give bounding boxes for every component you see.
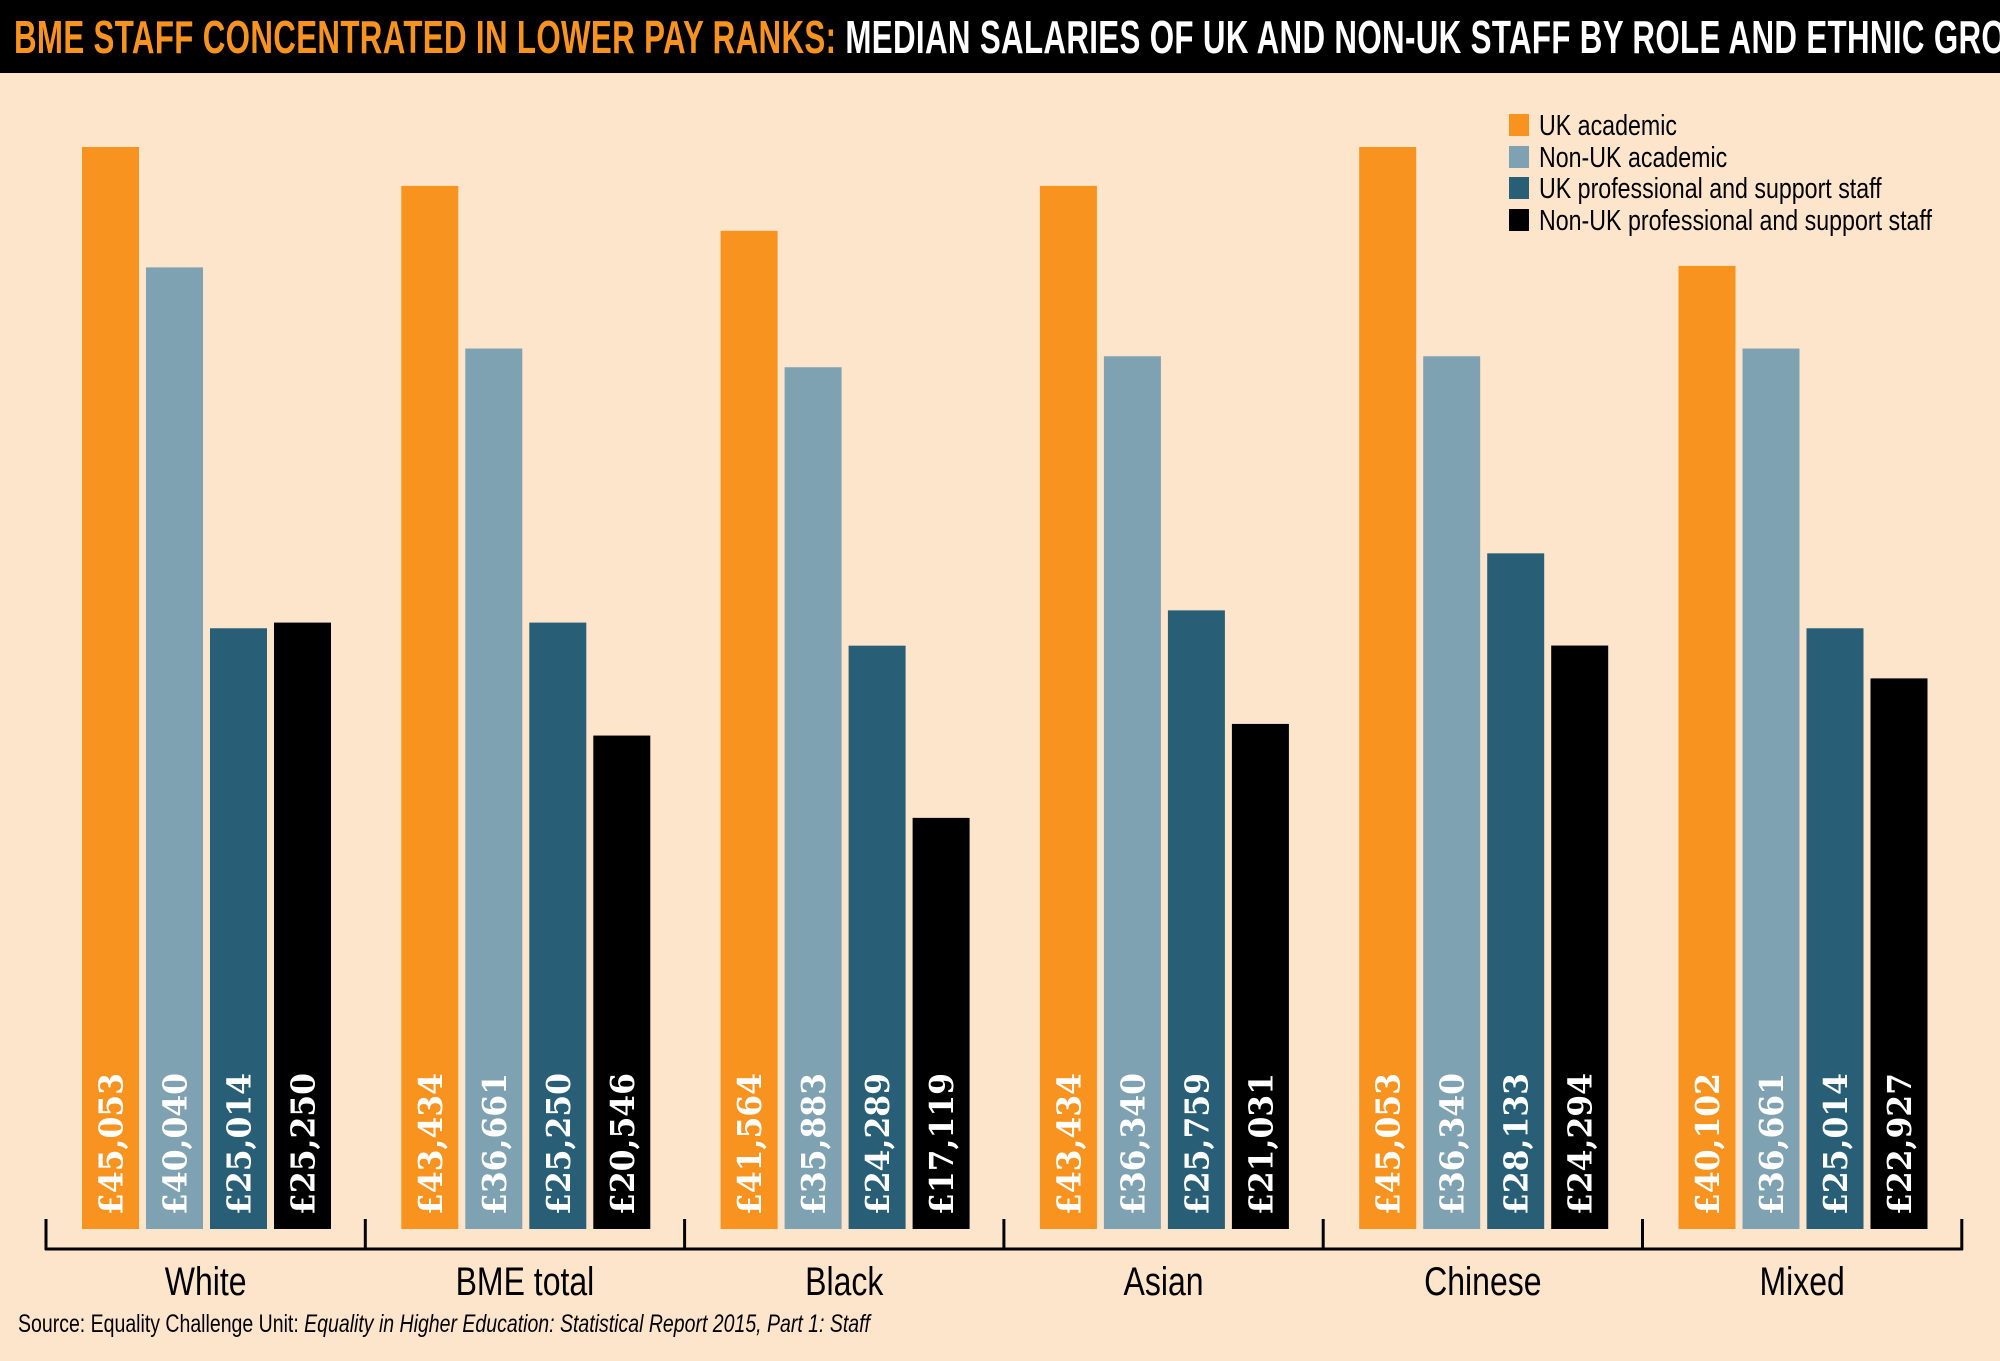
data-label: £22,927	[1880, 1073, 1919, 1215]
title-bar: BME STAFF CONCENTRATED IN LOWER PAY RANK…	[0, 0, 2000, 73]
legend-swatch	[1509, 177, 1529, 199]
category-label: White	[165, 1259, 247, 1304]
data-label: £25,014	[220, 1073, 259, 1215]
data-label: £25,014	[1816, 1073, 1855, 1215]
data-label: £40,040	[156, 1073, 195, 1215]
data-label: £24,294	[1561, 1073, 1600, 1215]
data-label: £17,119	[922, 1073, 961, 1215]
data-label: £36,340	[1433, 1073, 1472, 1215]
bar	[529, 622, 587, 1229]
data-label: £25,250	[539, 1073, 578, 1215]
category-label: Black	[805, 1259, 884, 1304]
bar	[1870, 678, 1928, 1229]
bar	[1678, 265, 1736, 1229]
chart-title: BME STAFF CONCENTRATED IN LOWER PAY RANK…	[14, 10, 2000, 64]
legend-label: Non-UK professional and support staff	[1539, 204, 1932, 237]
data-label: £20,546	[603, 1073, 642, 1215]
bar	[1487, 553, 1545, 1229]
bar	[210, 628, 267, 1229]
data-label: £36,340	[1113, 1073, 1152, 1215]
data-label: £25,250	[284, 1073, 323, 1215]
category-label: Asian	[1124, 1259, 1204, 1304]
category-label: Mixed	[1759, 1259, 1844, 1304]
data-label: £25,759	[1177, 1073, 1216, 1215]
legend-label: UK professional and support staff	[1539, 173, 1882, 205]
bar	[1167, 610, 1225, 1229]
bar	[1551, 645, 1609, 1229]
bar	[401, 185, 459, 1229]
bar	[848, 645, 906, 1229]
bar	[465, 348, 523, 1230]
bar	[1039, 185, 1097, 1229]
bar	[1423, 356, 1481, 1229]
bar	[1742, 348, 1800, 1230]
data-label: £21,031	[1241, 1073, 1280, 1215]
source-note: Source: Equality Challenge Unit: Equalit…	[18, 1310, 870, 1339]
data-label: £40,102	[1688, 1073, 1727, 1215]
bar	[784, 367, 842, 1230]
data-label: £45,053	[92, 1073, 131, 1215]
data-label: £41,564	[730, 1073, 769, 1215]
bar	[912, 817, 970, 1229]
legend-label: Non-UK academic	[1539, 141, 1728, 174]
bar	[82, 147, 139, 1229]
source-prefix: Source: Equality Challenge Unit:	[18, 1310, 305, 1338]
legend-swatch	[1509, 145, 1529, 168]
bar	[1231, 723, 1289, 1229]
data-label: £28,133	[1497, 1073, 1536, 1215]
data-label: £45,053	[1369, 1073, 1408, 1215]
legend-swatch	[1509, 114, 1529, 136]
data-label: £24,289	[858, 1073, 897, 1215]
data-label: £43,434	[1049, 1073, 1088, 1215]
bar	[146, 267, 203, 1229]
source-title: Equality in Higher Education: Statistica…	[304, 1310, 870, 1338]
bar	[274, 622, 331, 1229]
bar	[1806, 628, 1864, 1229]
title-main: MEDIAN SALARIES OF UK AND NON-UK STAFF B…	[836, 11, 2000, 63]
title-highlight: BME STAFF CONCENTRATED IN LOWER PAY RANK…	[14, 11, 837, 63]
data-label: £36,661	[1752, 1073, 1791, 1215]
bar	[593, 735, 651, 1229]
category-label: Chinese	[1424, 1259, 1541, 1304]
bar	[1103, 356, 1161, 1229]
data-label: £35,883	[794, 1073, 833, 1215]
legend-swatch	[1509, 208, 1529, 231]
data-label: £43,434	[411, 1073, 450, 1215]
bar	[720, 230, 778, 1230]
legend-label: UK academic	[1539, 110, 1677, 142]
category-label: BME total	[456, 1259, 595, 1304]
bar	[1359, 147, 1417, 1229]
data-label: £36,661	[475, 1073, 514, 1215]
